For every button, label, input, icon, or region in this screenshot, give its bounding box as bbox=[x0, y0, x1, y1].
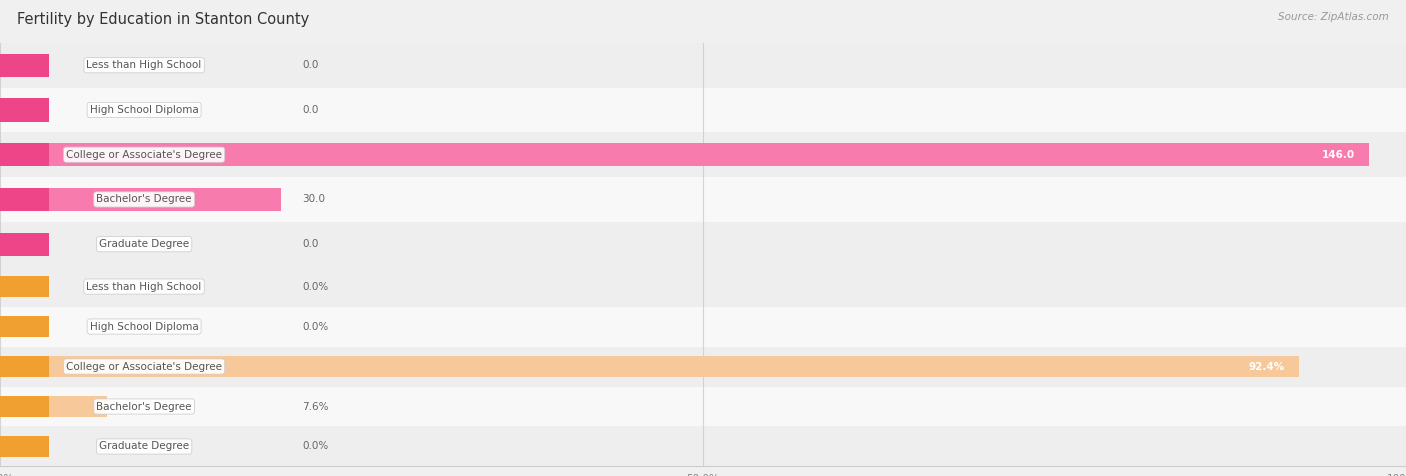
Text: College or Associate's Degree: College or Associate's Degree bbox=[66, 361, 222, 372]
Text: Less than High School: Less than High School bbox=[87, 60, 201, 70]
Bar bbox=[0, 316, 49, 337]
Bar bbox=[0, 276, 49, 297]
Bar bbox=[0, 177, 1406, 222]
Bar bbox=[0, 436, 49, 457]
Text: Bachelor's Degree: Bachelor's Degree bbox=[97, 401, 191, 412]
Text: 0.0%: 0.0% bbox=[302, 321, 329, 332]
Text: 146.0: 146.0 bbox=[1322, 149, 1354, 160]
Bar bbox=[0, 99, 49, 121]
Text: Less than High School: Less than High School bbox=[87, 281, 201, 292]
Text: 0.0: 0.0 bbox=[302, 60, 319, 70]
Text: College or Associate's Degree: College or Associate's Degree bbox=[66, 149, 222, 160]
Text: Source: ZipAtlas.com: Source: ZipAtlas.com bbox=[1278, 12, 1389, 22]
Bar bbox=[0, 267, 1406, 307]
Bar bbox=[0, 387, 1406, 426]
Text: 30.0: 30.0 bbox=[302, 194, 325, 205]
Bar bbox=[0, 188, 49, 211]
Bar bbox=[0, 307, 1406, 347]
Bar bbox=[0, 396, 49, 417]
Bar bbox=[0, 396, 107, 417]
Bar bbox=[0, 222, 1406, 267]
Text: Graduate Degree: Graduate Degree bbox=[98, 441, 190, 452]
Bar bbox=[0, 356, 1299, 377]
Text: High School Diploma: High School Diploma bbox=[90, 105, 198, 115]
Text: 0.0%: 0.0% bbox=[302, 281, 329, 292]
Text: 0.0%: 0.0% bbox=[302, 441, 329, 452]
Text: 0.0: 0.0 bbox=[302, 239, 319, 249]
Bar bbox=[0, 426, 1406, 466]
Bar bbox=[0, 356, 49, 377]
Text: Fertility by Education in Stanton County: Fertility by Education in Stanton County bbox=[17, 12, 309, 27]
Bar bbox=[0, 233, 49, 256]
Bar bbox=[0, 43, 1406, 88]
Bar bbox=[0, 54, 49, 77]
Text: High School Diploma: High School Diploma bbox=[90, 321, 198, 332]
Text: 92.4%: 92.4% bbox=[1249, 361, 1285, 372]
Bar bbox=[0, 188, 281, 211]
Bar bbox=[0, 143, 1368, 166]
Text: Bachelor's Degree: Bachelor's Degree bbox=[97, 194, 191, 205]
Text: 0.0: 0.0 bbox=[302, 105, 319, 115]
Bar bbox=[0, 347, 1406, 387]
Text: 7.6%: 7.6% bbox=[302, 401, 329, 412]
Text: Graduate Degree: Graduate Degree bbox=[98, 239, 190, 249]
Bar bbox=[0, 132, 1406, 177]
Bar bbox=[0, 143, 49, 166]
Bar bbox=[0, 88, 1406, 132]
